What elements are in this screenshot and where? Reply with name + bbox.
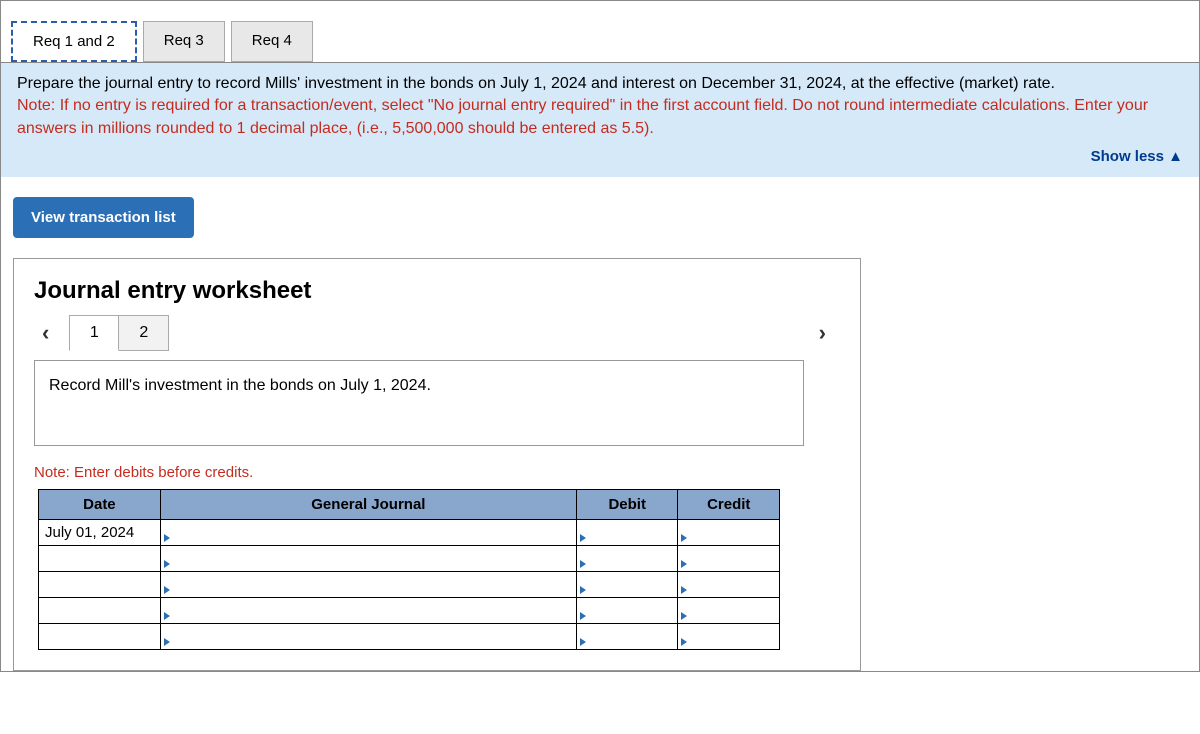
- table-row: July 01, 2024: [39, 520, 780, 546]
- journal-entry-table: Date General Journal Debit Credit July 0…: [38, 489, 780, 650]
- general-journal-cell[interactable]: [160, 624, 576, 650]
- tab-req-4[interactable]: Req 4: [231, 21, 313, 62]
- journal-worksheet-panel: Journal entry worksheet ‹ 1 2 › Record M…: [13, 258, 861, 671]
- debit-cell[interactable]: [576, 546, 678, 572]
- general-journal-cell[interactable]: [160, 546, 576, 572]
- tab-req-3[interactable]: Req 3: [143, 21, 225, 62]
- debits-before-credits-note: Note: Enter debits before credits.: [34, 464, 840, 481]
- main-container: Req 1 and 2 Req 3 Req 4 Prepare the jour…: [0, 0, 1200, 672]
- col-header-credit: Credit: [678, 490, 780, 520]
- instructions-panel: Prepare the journal entry to record Mill…: [1, 62, 1199, 177]
- table-row: [39, 598, 780, 624]
- step-nav-row: ‹ 1 2 ›: [34, 315, 840, 351]
- general-journal-cell[interactable]: [160, 572, 576, 598]
- general-journal-cell[interactable]: [160, 598, 576, 624]
- credit-cell[interactable]: [678, 572, 780, 598]
- step-tab-2[interactable]: 2: [119, 315, 169, 351]
- credit-cell[interactable]: [678, 546, 780, 572]
- date-cell[interactable]: [39, 624, 161, 650]
- col-header-general-journal: General Journal: [160, 490, 576, 520]
- table-row: [39, 546, 780, 572]
- debit-cell[interactable]: [576, 624, 678, 650]
- transaction-text: Record Mill's investment in the bonds on…: [49, 377, 431, 394]
- debit-cell[interactable]: [576, 572, 678, 598]
- worksheet-title: Journal entry worksheet: [34, 277, 840, 305]
- step-tab-1[interactable]: 1: [69, 315, 119, 351]
- debit-cell[interactable]: [576, 598, 678, 624]
- transaction-description-box: Record Mill's investment in the bonds on…: [34, 360, 804, 446]
- req-tabs: Req 1 and 2 Req 3 Req 4: [1, 1, 1199, 62]
- credit-cell[interactable]: [678, 520, 780, 546]
- chevron-right-icon[interactable]: ›: [811, 316, 834, 350]
- view-transaction-list-button[interactable]: View transaction list: [13, 197, 194, 238]
- credit-cell[interactable]: [678, 624, 780, 650]
- show-less-label: Show less: [1091, 148, 1164, 165]
- table-row: [39, 572, 780, 598]
- show-less-toggle[interactable]: Show less ▲: [17, 146, 1183, 167]
- tab-req-1-2[interactable]: Req 1 and 2: [11, 21, 137, 62]
- caret-up-icon: ▲: [1168, 148, 1183, 165]
- col-header-date: Date: [39, 490, 161, 520]
- instruction-note-text: Note: If no entry is required for a tran…: [17, 97, 1148, 136]
- instruction-main-text: Prepare the journal entry to record Mill…: [17, 75, 1055, 92]
- credit-cell[interactable]: [678, 598, 780, 624]
- date-cell[interactable]: [39, 598, 161, 624]
- date-cell[interactable]: [39, 572, 161, 598]
- general-journal-cell[interactable]: [160, 520, 576, 546]
- date-cell[interactable]: July 01, 2024: [39, 520, 161, 546]
- table-row: [39, 624, 780, 650]
- chevron-left-icon[interactable]: ‹: [34, 316, 57, 350]
- journal-table-body: July 01, 2024: [39, 520, 780, 650]
- date-cell[interactable]: [39, 546, 161, 572]
- col-header-debit: Debit: [576, 490, 678, 520]
- debit-cell[interactable]: [576, 520, 678, 546]
